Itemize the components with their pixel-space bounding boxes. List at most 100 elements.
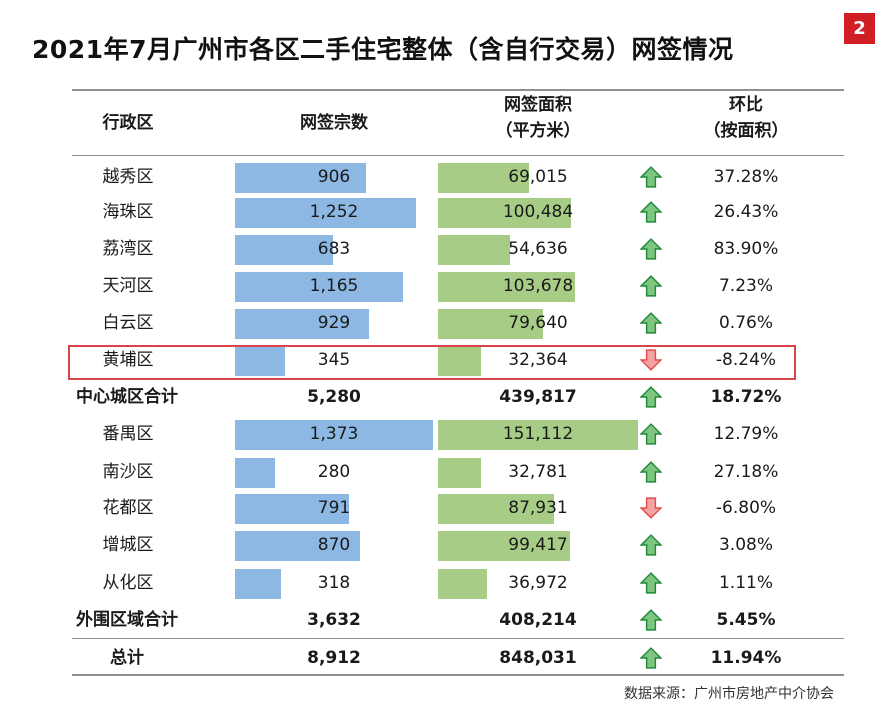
mom-change: 1.11% xyxy=(718,573,773,593)
highlight-box xyxy=(68,345,796,380)
district-name: 越秀区 xyxy=(102,167,154,187)
count-bar xyxy=(235,420,433,450)
district-name: 花都区 xyxy=(102,498,154,518)
area-value: 69,015 xyxy=(508,167,568,187)
mom-change: -8.24% xyxy=(715,350,777,370)
table-row: 中心城区合计 5,280 439,817 18.72% xyxy=(72,380,844,414)
count-value: 1,252 xyxy=(309,202,359,222)
count-bar xyxy=(235,458,275,488)
page-number-badge: 2 xyxy=(844,13,875,44)
table-row: 外围区域合计 3,632 408,214 5.45% xyxy=(72,603,844,637)
up-arrow-icon xyxy=(639,647,670,669)
count-bar xyxy=(235,235,333,265)
up-arrow-icon xyxy=(639,609,670,631)
up-arrow-icon xyxy=(639,534,670,556)
area-value: 54,636 xyxy=(508,239,568,259)
mom-change: 18.72% xyxy=(710,387,782,407)
area-value: 32,781 xyxy=(508,462,568,482)
district-name: 白云区 xyxy=(102,313,154,333)
district-name: 天河区 xyxy=(102,276,154,296)
table-row: 从化区 318 36,972 1.11% xyxy=(72,566,844,600)
area-bar xyxy=(438,569,487,599)
mom-change: 0.76% xyxy=(718,313,773,333)
table-row: 越秀区 906 69,015 37.28% xyxy=(72,160,844,194)
up-arrow-icon xyxy=(639,423,670,445)
count-bar xyxy=(235,531,360,561)
district-name: 外围区域合计 xyxy=(76,610,178,630)
table-row: 黄埔区 345 32,364 -8.24% xyxy=(72,343,844,377)
district-name: 番禺区 xyxy=(102,424,154,444)
count-value: 1,373 xyxy=(309,424,359,444)
area-value: 103,678 xyxy=(502,276,574,296)
count-value: 870 xyxy=(317,535,351,555)
district-name: 黄埔区 xyxy=(102,350,154,370)
header-mom-line1: 环比 xyxy=(729,95,763,115)
down-arrow-icon xyxy=(639,497,670,519)
header-area-line2: （平方米） xyxy=(495,121,581,142)
area-bar xyxy=(438,272,575,302)
mom-change: 83.90% xyxy=(713,239,779,259)
up-arrow-icon xyxy=(639,572,670,594)
header-mom-line2: （按面积） xyxy=(703,121,789,142)
mom-change: 26.43% xyxy=(713,202,779,222)
area-bar xyxy=(438,346,481,376)
header-area: 网签面积 （平方米） xyxy=(438,92,638,145)
area-bar xyxy=(438,309,543,339)
chart-title: 2021年7月广州市各区二手住宅整体（含自行交易）网签情况 xyxy=(32,35,734,64)
up-arrow-icon xyxy=(639,461,670,483)
table-row: 白云区 929 79,640 0.76% xyxy=(72,306,844,340)
mom-change: 27.18% xyxy=(713,462,779,482)
mom-change: 3.08% xyxy=(718,535,773,555)
header-count: 网签宗数 xyxy=(300,113,368,133)
area-bar xyxy=(438,163,529,193)
area-bar xyxy=(438,494,554,524)
down-arrow-icon xyxy=(639,349,670,371)
mom-change: 11.94% xyxy=(710,648,782,668)
count-value: 906 xyxy=(317,167,351,187)
area-value: 848,031 xyxy=(499,648,577,668)
mom-change: 7.23% xyxy=(718,276,773,296)
count-bar xyxy=(235,198,416,228)
mom-change: 5.45% xyxy=(716,610,776,630)
count-value: 8,912 xyxy=(307,648,361,668)
district-name: 增城区 xyxy=(102,535,154,555)
count-bar xyxy=(235,309,369,339)
area-value: 99,417 xyxy=(508,535,568,555)
table-row: 海珠区 1,252 100,484 26.43% xyxy=(72,195,844,229)
area-bar xyxy=(438,458,481,488)
table-row: 南沙区 280 32,781 27.18% xyxy=(72,455,844,489)
mom-change: 12.79% xyxy=(713,424,779,444)
table-top-rule xyxy=(72,89,844,91)
header-district: 行政区 xyxy=(102,113,154,133)
count-value: 3,632 xyxy=(307,610,361,630)
area-value: 79,640 xyxy=(508,313,568,333)
table-row: 花都区 791 87,931 -6.80% xyxy=(72,491,844,525)
count-bar xyxy=(235,494,349,524)
header-area-line1: 网签面积 xyxy=(504,95,572,115)
count-bar xyxy=(235,346,285,376)
count-value: 5,280 xyxy=(307,387,361,407)
up-arrow-icon xyxy=(639,275,670,297)
up-arrow-icon xyxy=(639,238,670,260)
table-row: 番禺区 1,373 151,112 12.79% xyxy=(72,417,844,451)
table-row: 天河区 1,165 103,678 7.23% xyxy=(72,269,844,303)
area-value: 408,214 xyxy=(499,610,577,630)
count-bar xyxy=(235,272,403,302)
area-value: 36,972 xyxy=(508,573,568,593)
up-arrow-icon xyxy=(639,166,670,188)
count-value: 929 xyxy=(317,313,351,333)
mom-change: -6.80% xyxy=(715,498,777,518)
table-row: 总计 8,912 848,031 11.94% xyxy=(72,641,844,675)
count-bar xyxy=(235,569,281,599)
area-value: 100,484 xyxy=(502,202,574,222)
district-name: 总计 xyxy=(110,648,144,668)
header-mom: 环比 （按面积） xyxy=(692,92,800,145)
area-bar xyxy=(438,420,638,450)
mom-change: 37.28% xyxy=(713,167,779,187)
count-value: 683 xyxy=(317,239,351,259)
count-value: 791 xyxy=(317,498,351,518)
table-row: 荔湾区 683 54,636 83.90% xyxy=(72,232,844,266)
subtotal-rule xyxy=(72,638,844,639)
count-bar xyxy=(235,163,366,193)
count-value: 1,165 xyxy=(309,276,359,296)
